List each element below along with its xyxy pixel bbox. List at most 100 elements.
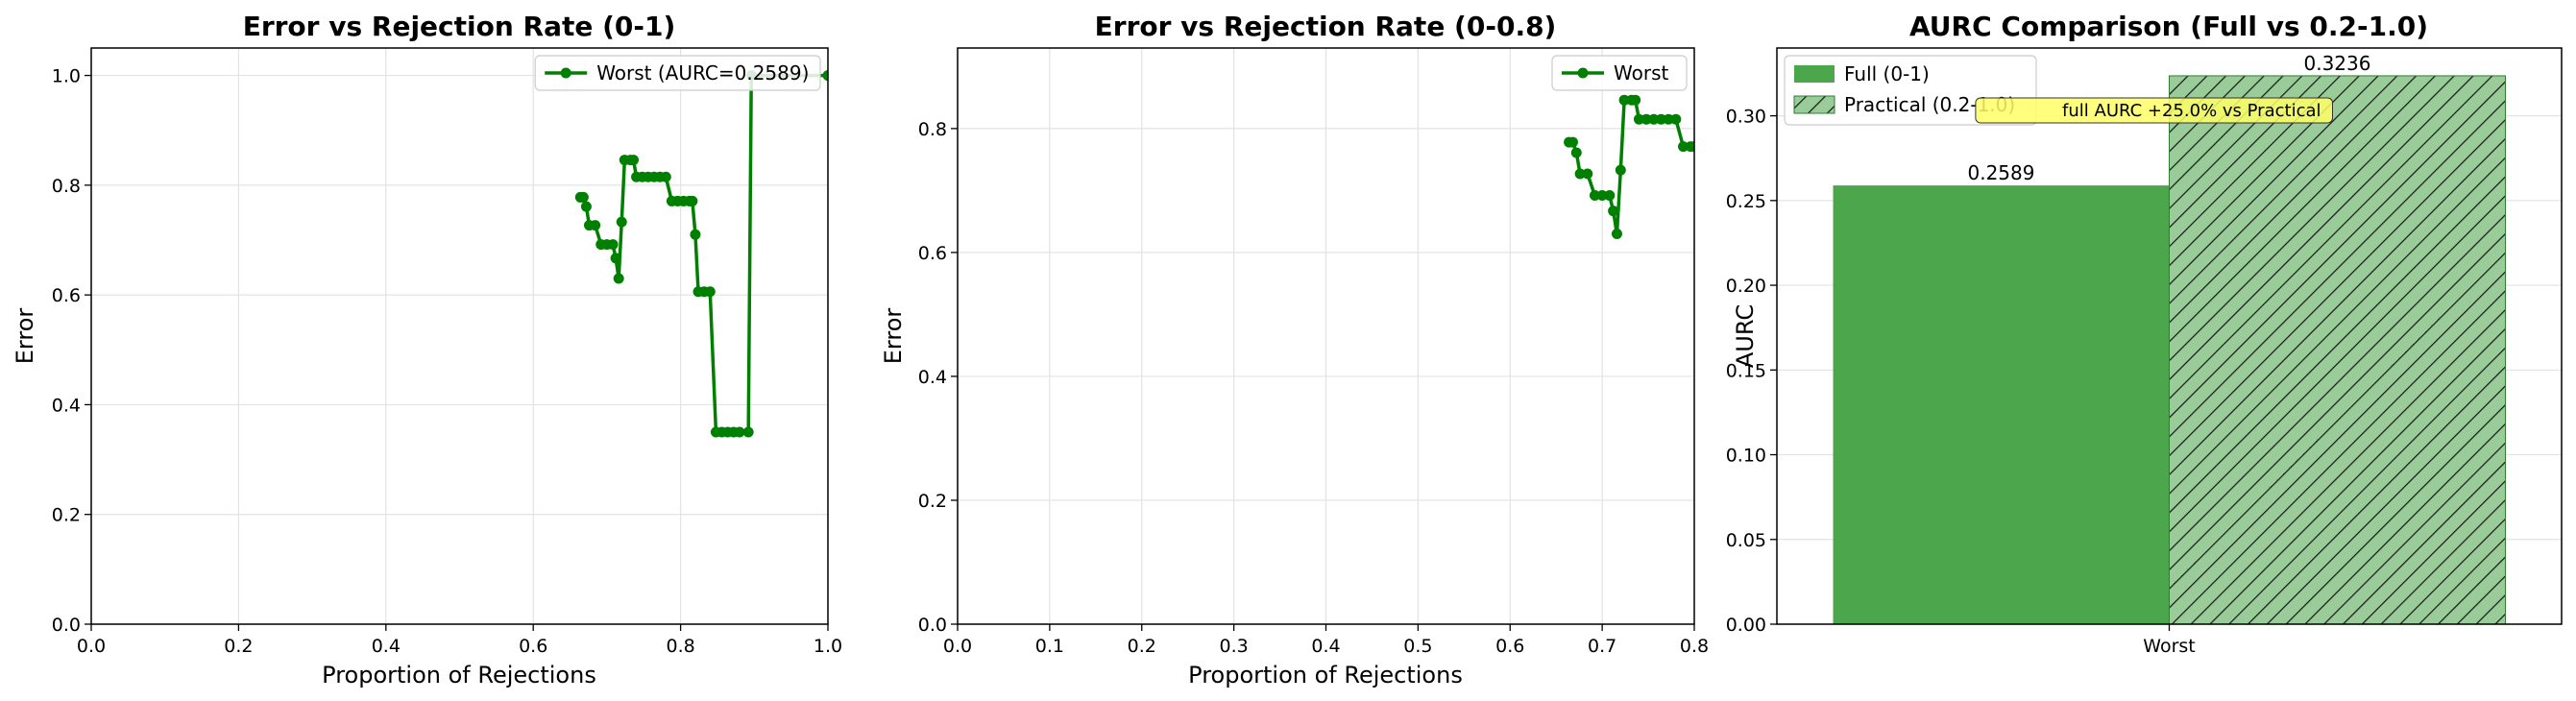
panel-2-xtick-label: 0.2: [1128, 636, 1156, 657]
panel-2-data-point: [1618, 94, 1630, 106]
panel-1-data-point: [687, 195, 698, 206]
panel-1-frame: [90, 47, 829, 625]
panel-2-data-point: [1570, 147, 1582, 158]
panel-2-data-point: [1655, 113, 1666, 125]
panel-3-legend-swatch: [1793, 95, 1835, 114]
panel-2-data-point: [1582, 168, 1593, 180]
panel-3-annotation: full AURC +25.0% vs Practical: [1975, 97, 2333, 124]
panel-3-title: AURC Comparison (Full vs 0.2-1.0): [1909, 11, 2428, 42]
panel-1-ytick-label: 1.0: [52, 66, 81, 87]
panel-1-data-point: [590, 220, 601, 231]
panel-3-ylabel: AURC: [1732, 304, 1759, 368]
panel-1-data-point: [628, 155, 640, 166]
panel-1-data-point: [580, 201, 592, 212]
panel-1-xtick-label: 0.4: [372, 636, 401, 657]
panel-1-data-point: [822, 70, 828, 82]
panel-2-legend-box: [1551, 55, 1688, 91]
panel-2-grid: [957, 48, 1695, 625]
panel-3-ytick-label: 0.05: [1726, 530, 1766, 551]
panel-3-bar-value-label: 0.3236: [2304, 52, 2371, 75]
panel-2-xtick-label: 0.7: [1588, 636, 1616, 657]
panel-1-xtick-label: 0.0: [77, 636, 106, 657]
panel-2-xtick-label: 0.1: [1035, 636, 1064, 657]
panel-1-xtick-label: 1.0: [814, 636, 842, 657]
panel-2-data-point: [1615, 164, 1626, 176]
panel-1-title: Error vs Rejection Rate (0-1): [243, 11, 676, 42]
panel-2-title: Error vs Rejection Rate (0-0.8): [1095, 11, 1557, 42]
panel-2-ytick-label: 0.0: [918, 615, 947, 636]
panel-2-legend: Worst: [1551, 55, 1688, 91]
panel-2-legend-marker: [1577, 67, 1589, 79]
panel-1-legend-marker: [560, 67, 571, 79]
panel-3-bar: [2169, 75, 2506, 625]
panel-1-ytick-label: 0.8: [52, 176, 81, 197]
panel-2-data-point: [1589, 190, 1600, 202]
panel-1-data-point: [607, 239, 619, 251]
panel-1-data-point: [610, 253, 621, 264]
panel-1-xtick-label: 0.2: [224, 636, 253, 657]
panel-1-ytick-label: 0.6: [52, 285, 81, 306]
panel-2-data-point: [1611, 229, 1622, 240]
panel-2-data-point: [1689, 141, 1694, 153]
panel-2-data-point: [1630, 94, 1641, 106]
panel-1-data-point: [577, 191, 589, 203]
panel-3-legend-box: [1784, 55, 2037, 126]
panel-1-xlabel: Proportion of Rejections: [322, 662, 596, 689]
panel-2-xtick-label: 0.0: [943, 636, 972, 657]
panel-2-ytick-label: 0.6: [918, 243, 947, 264]
panel-2-ytick-label: 0.2: [918, 491, 947, 512]
panel-3-ytick-label: 0.30: [1726, 107, 1766, 128]
panel-2-xtick-label: 0.4: [1311, 636, 1340, 657]
panel-2: 0.0 0.1 0.2 0.3 0.4 0.5 0.6 0.7 0.8 0.0 0.2 0.4 0.6 0…: [880, 11, 1709, 689]
panel-3-bars: 0.2589 0.3236: [1833, 52, 2506, 625]
panel-2-data-point: [1677, 141, 1689, 153]
panel-1-data-point: [704, 286, 716, 298]
panel-1-ylabel: Error: [12, 308, 38, 365]
panel-1-data-point: [690, 229, 701, 240]
panel-3-ytick-label: 0.00: [1726, 615, 1766, 636]
panel-3-legend: Full (0-1)Practical (0.2-1.0): [1784, 55, 2037, 126]
panel-2-xtick-label: 0.6: [1495, 636, 1524, 657]
panel-2-ylabel: Error: [880, 308, 907, 365]
panel-1-ytick-label: 0.2: [52, 505, 81, 526]
panel-2-data-point: [1670, 113, 1682, 125]
panel-1-ticks: 0.0 0.2 0.4 0.6 0.8 1.0 0.0 0.2 0.4 0.6 0.8 1.0: [52, 66, 842, 657]
panel-1-xtick-label: 0.6: [519, 636, 547, 657]
panel-1-data-point: [742, 426, 754, 438]
panel-2-data-point: [1596, 190, 1608, 202]
panel-3-annotation-box: [1975, 97, 2333, 124]
panel-1-data-point: [616, 216, 627, 228]
panel-2-legend-label: Worst: [1614, 61, 1668, 85]
panel-1-grid: [90, 48, 829, 625]
panel-2-data-point: [1604, 190, 1616, 202]
panel-3-ytick-label: 0.20: [1726, 276, 1766, 297]
panel-3-bar-value-label: 0.2589: [1968, 161, 2035, 184]
panel-2-ticks: 0.0 0.1 0.2 0.3 0.4 0.5 0.6 0.7 0.8 0.0 0.2 0.4 0.6 0…: [918, 119, 1709, 657]
panel-1: 0.0 0.2 0.4 0.6 0.8 1.0 0.0 0.2 0.4 0.6 0.8 1.0 Err…: [12, 11, 842, 689]
panel-2-xtick-label: 0.5: [1403, 636, 1432, 657]
panel-2-series: [1564, 94, 1694, 240]
panel-2-data-point: [1633, 113, 1644, 125]
panel-2-data-point: [1640, 113, 1652, 125]
panel-2-data-point: [1574, 168, 1586, 180]
panel-1-xtick-label: 0.8: [666, 636, 694, 657]
panel-1-series: [574, 70, 828, 438]
panel-1-legend: Worst (AURC=0.2589): [534, 55, 821, 91]
panel-3-legend-swatch: [1794, 65, 1835, 83]
panel-3-legend-label: Full (0-1): [1844, 62, 1930, 85]
panel-2-xlabel: Proportion of Rejections: [1188, 662, 1463, 689]
panel-2-data-point: [1608, 205, 1619, 217]
panel-3-ticks: 0.00 0.05 0.10 0.15 0.20 0.25 0.30 Worst: [1726, 107, 2196, 657]
panel-1-ytick-label: 0.4: [52, 395, 81, 416]
panel-2-ytick-label: 0.4: [918, 367, 947, 388]
panel-1-data-point: [613, 273, 624, 284]
panel-3-ytick-label: 0.10: [1726, 446, 1766, 467]
panel-3-annotation-text: full AURC +25.0% vs Practical: [2062, 101, 2321, 121]
panel-1-legend-box: [534, 55, 821, 91]
panel-2-xtick-label: 0.8: [1680, 636, 1709, 657]
panel-3: 0.2589 0.3236 0.00 0.05 0.10 0.15 0.20 0.25 0.3…: [1726, 11, 2563, 657]
panel-3-ytick-label: 0.15: [1726, 360, 1766, 381]
panel-1-legend-label: Worst (AURC=0.2589): [596, 61, 809, 85]
panel-2-data-point: [1663, 113, 1674, 125]
